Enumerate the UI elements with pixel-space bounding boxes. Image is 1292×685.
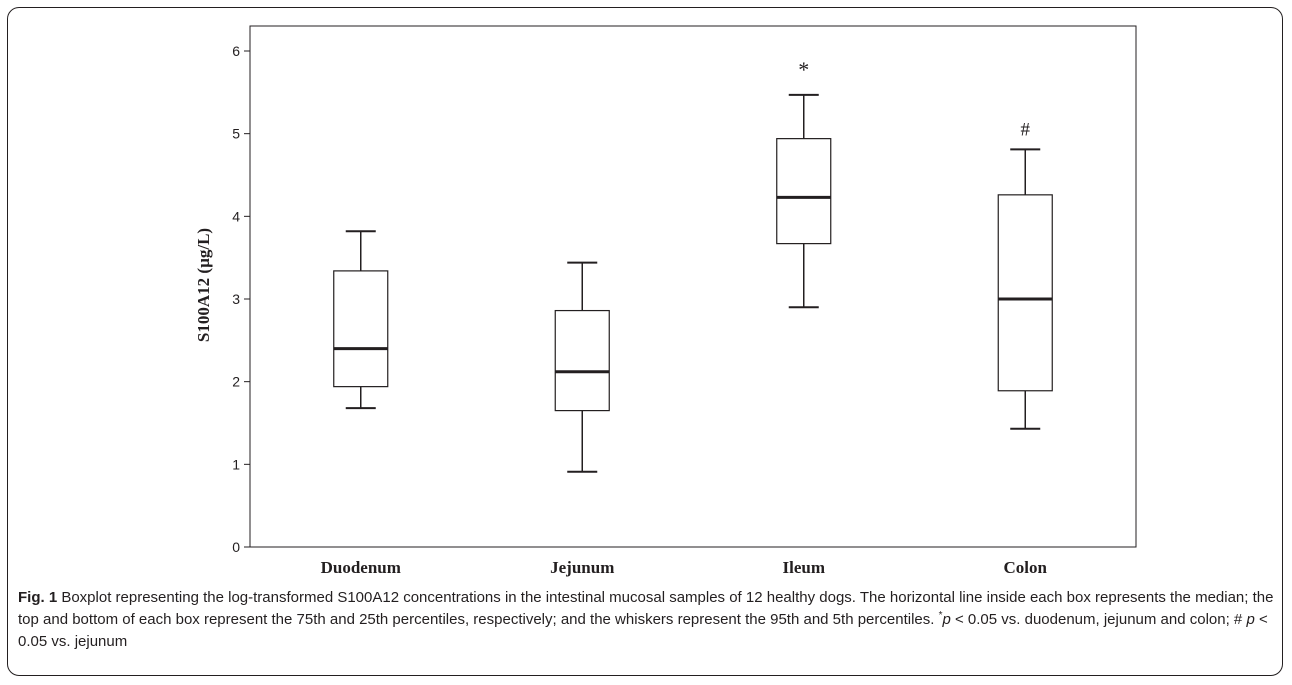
y-tick-label: 1 [232,456,240,472]
caption-text-2: < 0.05 vs. duodenum, jejunum and colon; … [950,611,1247,628]
figure-caption: Fig. 1 Boxplot representing the log-tran… [18,587,1280,653]
y-axis: 0 1 2 3 4 5 6 [232,43,250,555]
y-tick-label: 2 [232,374,240,390]
plot-area-border [249,25,1137,548]
y-tick-label: 0 [232,539,240,555]
box-jejunum [554,261,610,473]
significance-marker: # [1021,119,1031,140]
x-axis: Duodenum Jejunum Ileum Colon [321,558,1048,577]
x-tick-label: Ileum [783,558,826,577]
iqr-box [776,138,832,245]
x-tick-label: Jejunum [550,558,614,577]
box-ileum: * [776,57,832,309]
y-tick-label: 5 [232,126,240,142]
x-tick-label: Duodenum [321,558,401,577]
iqr-box [997,194,1053,392]
caption-p-2: p [1246,611,1255,628]
caption-text-3: < 0.05 vs. jejunum [18,611,1268,650]
x-tick-label: Colon [1004,558,1048,577]
y-tick-label: 4 [232,208,240,224]
y-tick-label: 3 [232,291,240,307]
box-duodenum [333,230,389,410]
caption-p-1: p [942,611,951,628]
y-tick-label: 6 [232,43,240,59]
caption-sup-star: * [938,610,943,621]
significance-marker: * [798,57,809,82]
iqr-box [333,270,389,388]
y-axis-label: S100A12 (µg/L) [194,228,213,342]
caption-label: Fig. 1 [18,589,58,606]
caption-text-1: Boxplot representing the log-transformed… [18,589,1274,628]
figure-frame [7,7,1283,676]
box-colon: # [997,119,1053,430]
iqr-box [554,309,610,412]
boxes-group: *# [333,57,1053,473]
